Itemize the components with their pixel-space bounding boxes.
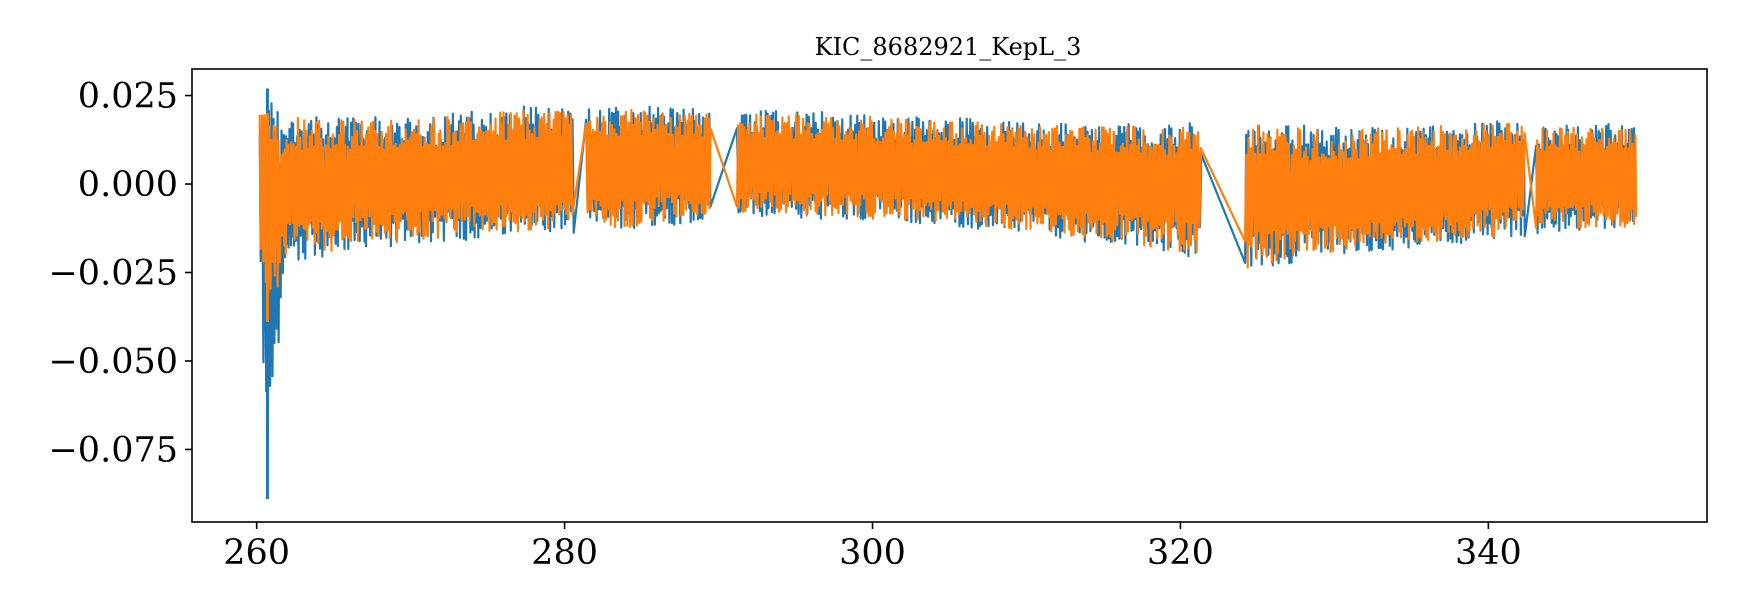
plot-area	[258, 88, 1638, 499]
x-tick-label: 280	[531, 533, 598, 573]
x-tick-label: 300	[839, 533, 906, 573]
y-axis: 0.025 0.000 −0.025 −0.050 −0.075	[48, 77, 192, 470]
y-tick-label: −0.075	[48, 430, 178, 470]
y-tick-label: 0.025	[78, 77, 178, 117]
y-tick-label: −0.025	[48, 253, 178, 293]
y-tick-label: 0.000	[78, 165, 178, 205]
x-axis: 260 280 300 320 340	[223, 522, 1522, 573]
x-tick-label: 320	[1147, 533, 1214, 573]
x-tick-label: 340	[1455, 533, 1522, 573]
series-layer	[258, 88, 1638, 499]
y-tick-label: −0.050	[48, 342, 178, 382]
series-line-2	[258, 108, 1638, 295]
chart-title: KIC_8682921_KepL_3	[815, 33, 1082, 61]
plot-frame	[191, 68, 1708, 523]
x-tick-label: 260	[223, 533, 290, 573]
